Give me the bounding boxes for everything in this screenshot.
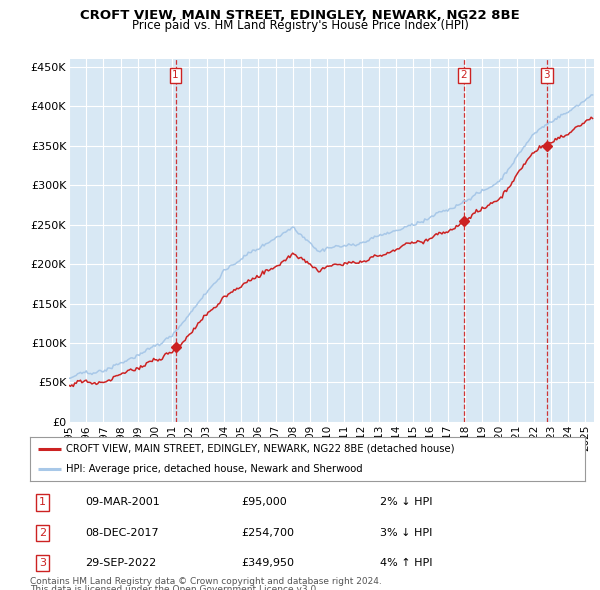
Text: 08-DEC-2017: 08-DEC-2017: [86, 528, 159, 537]
Text: 4% ↑ HPI: 4% ↑ HPI: [380, 558, 432, 568]
Text: 29-SEP-2022: 29-SEP-2022: [86, 558, 157, 568]
Text: 1: 1: [172, 70, 179, 80]
Text: 2% ↓ HPI: 2% ↓ HPI: [380, 497, 432, 507]
Text: Contains HM Land Registry data © Crown copyright and database right 2024.: Contains HM Land Registry data © Crown c…: [30, 577, 382, 586]
Text: CROFT VIEW, MAIN STREET, EDINGLEY, NEWARK, NG22 8BE (detached house): CROFT VIEW, MAIN STREET, EDINGLEY, NEWAR…: [66, 444, 455, 454]
Text: CROFT VIEW, MAIN STREET, EDINGLEY, NEWARK, NG22 8BE: CROFT VIEW, MAIN STREET, EDINGLEY, NEWAR…: [80, 9, 520, 22]
Text: 3% ↓ HPI: 3% ↓ HPI: [380, 528, 432, 537]
Text: Price paid vs. HM Land Registry's House Price Index (HPI): Price paid vs. HM Land Registry's House …: [131, 19, 469, 32]
Text: £349,950: £349,950: [241, 558, 294, 568]
Text: 1: 1: [39, 497, 46, 507]
Text: This data is licensed under the Open Government Licence v3.0.: This data is licensed under the Open Gov…: [30, 585, 319, 590]
Text: £95,000: £95,000: [241, 497, 287, 507]
Text: HPI: Average price, detached house, Newark and Sherwood: HPI: Average price, detached house, Newa…: [66, 464, 362, 474]
Text: 2: 2: [38, 528, 46, 537]
Text: 2: 2: [461, 70, 467, 80]
Text: £254,700: £254,700: [241, 528, 294, 537]
Text: 3: 3: [544, 70, 550, 80]
Text: 09-MAR-2001: 09-MAR-2001: [86, 497, 160, 507]
Text: 3: 3: [39, 558, 46, 568]
